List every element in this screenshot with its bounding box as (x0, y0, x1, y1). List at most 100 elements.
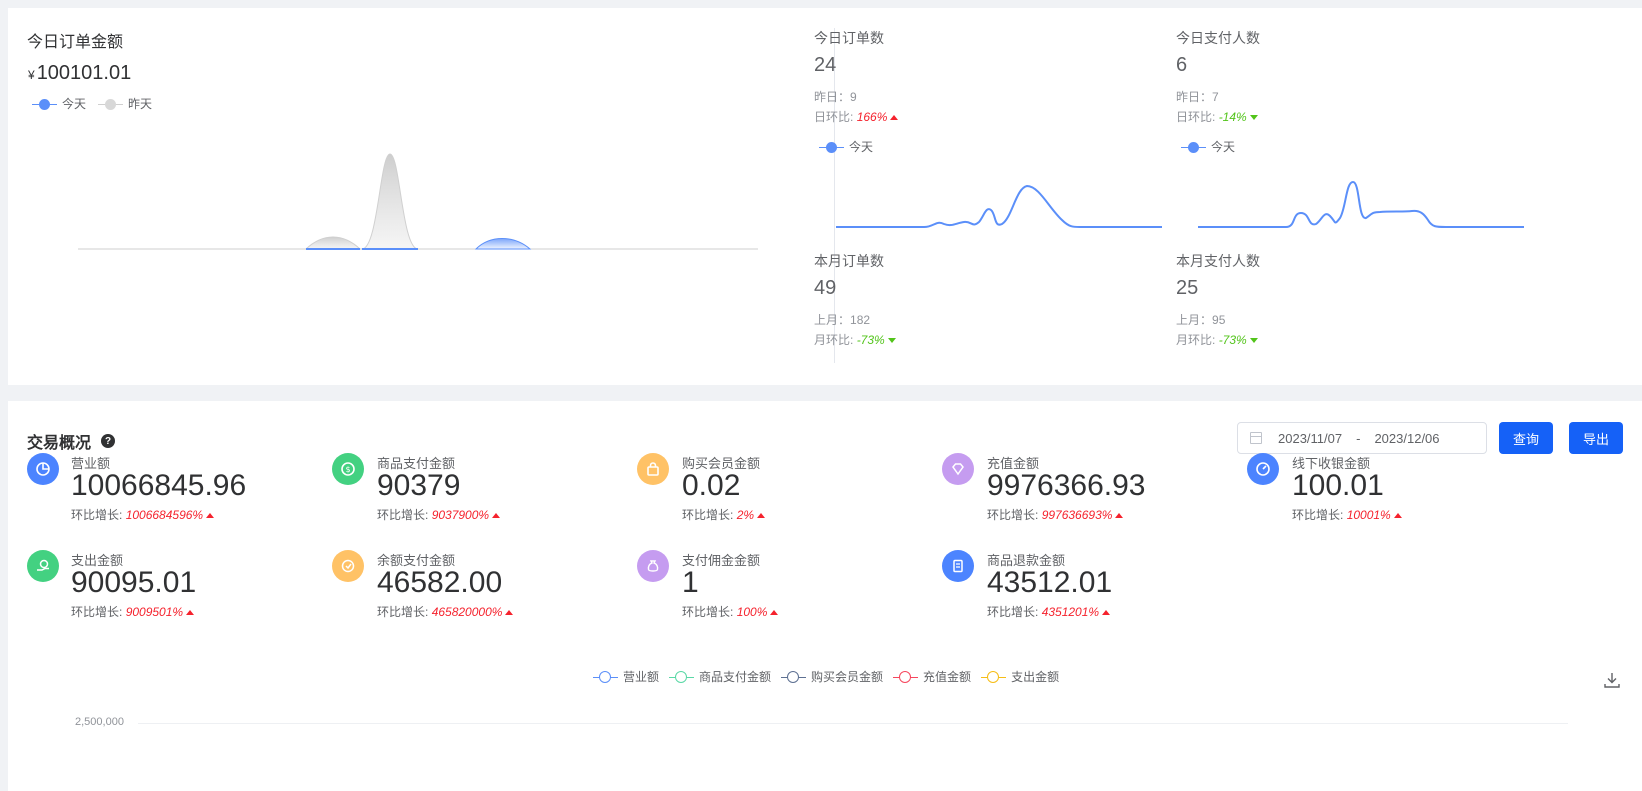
trend-up-icon (757, 513, 766, 518)
money-bag-icon (637, 550, 669, 582)
metric-growth: 环比增长: 1006684596% (71, 506, 215, 523)
stat-today-payers-prev: 昨日：7 (1176, 90, 1219, 104)
transaction-overview-title: 交易概况 ? (27, 429, 116, 453)
help-icon[interactable]: ? (101, 434, 116, 448)
stat-today-payers-legend: 今天 (1181, 138, 1235, 155)
overview-chart-legend: 营业额 商品支付金额 购买会员金额 充值金额 支出金额 (593, 668, 1069, 685)
vertical-divider (834, 28, 835, 363)
trend-up-icon (1115, 513, 1124, 518)
stat-today-payers-title: 今日支付人数 (1176, 30, 1260, 46)
metric-value: 100.01 (1292, 469, 1384, 502)
trend-up-icon (770, 610, 779, 615)
pie-chart-icon (27, 453, 59, 485)
calendar-icon (1250, 432, 1262, 444)
stat-month-orders-prev: 上月：182 (814, 313, 871, 327)
metric-label: 支出金额 (71, 553, 124, 568)
metric-label: 充值金额 (987, 456, 1040, 471)
amount-value: 100101.01 (36, 62, 132, 84)
metric-label: 营业额 (71, 456, 111, 471)
metric-growth: 环比增长: 2% (682, 506, 766, 523)
metric-growth: 环比增长: 100% (682, 603, 779, 620)
trend-up-icon (492, 513, 501, 518)
svg-text:$: $ (345, 465, 350, 474)
metric-label: 商品退款金额 (987, 553, 1066, 568)
trend-up-icon (890, 115, 899, 120)
metric-growth: 环比增长: 9037900% (377, 506, 501, 523)
trend-up-icon (186, 610, 195, 615)
metric-growth: 环比增长: 4351201% (987, 603, 1111, 620)
download-icon[interactable] (1603, 671, 1621, 689)
stat-today-payers-ratio: 日环比: -14% (1176, 108, 1258, 125)
wallet-icon (332, 550, 364, 582)
stat-today-payers-value: 6 (1176, 54, 1188, 76)
metric-value: 90095.01 (71, 566, 197, 599)
transaction-overview-card: 交易概况 ? 2023/11/07 - 2023/12/06 查询 导出 营业额… (8, 401, 1642, 791)
legend-today-marker[interactable] (819, 141, 844, 153)
stat-month-payers-ratio: 月环比: -73% (1176, 331, 1258, 348)
metric-growth: 环比增长: 997636693% (987, 506, 1124, 523)
today-peak (474, 238, 532, 250)
legend-revenue[interactable]: 营业额 (593, 668, 659, 685)
trend-down-icon (887, 338, 896, 343)
bag-icon (637, 453, 669, 485)
y-axis-label: 2,500,000 (75, 716, 124, 728)
gridline (138, 723, 1568, 724)
legend-yesterday-marker[interactable] (98, 98, 124, 110)
stat-month-payers-prev: 上月：95 (1176, 313, 1226, 327)
legend-today-label[interactable]: 今天 (1211, 140, 1236, 154)
amount-chart-legend: 今天 昨天 (32, 95, 152, 112)
realtime-overview-card: 今日订单金额 ¥100101.01 今天 昨天 今日订单数 24 昨日：9 日 (8, 8, 1642, 385)
stat-month-payers-title: 本月支付人数 (1176, 253, 1260, 269)
trend-down-icon (1249, 115, 1258, 120)
legend-today-marker[interactable] (1181, 141, 1206, 153)
gauge-icon (1247, 453, 1279, 485)
metric-value: 90379 (377, 469, 461, 502)
diamond-icon (942, 453, 974, 485)
metric-value: 43512.01 (987, 566, 1113, 599)
receipt-icon (942, 550, 974, 582)
trend-up-icon (505, 610, 514, 615)
metric-value: 1 (682, 566, 699, 599)
today-orders-sparkline (836, 184, 1162, 229)
metric-label: 余额支付金额 (377, 553, 456, 568)
legend-today-marker[interactable] (32, 98, 57, 110)
coin-icon: $ (332, 453, 364, 485)
stat-today-orders-legend: 今天 (819, 138, 873, 155)
legend-yesterday-label[interactable]: 昨天 (128, 97, 153, 111)
metric-value: 10066845.96 (71, 469, 247, 502)
legend-expense[interactable]: 支出金额 (981, 668, 1059, 685)
today-order-amount: ¥100101.01 (28, 62, 131, 85)
legend-today-label[interactable]: 今天 (849, 140, 874, 154)
stat-month-orders-title: 本月订单数 (814, 253, 884, 269)
trend-up-icon (1102, 610, 1111, 615)
query-button[interactable]: 查询 (1499, 422, 1553, 454)
today-payers-sparkline (1198, 180, 1524, 228)
metric-value: 46582.00 (377, 566, 503, 599)
trend-up-icon (1393, 513, 1402, 518)
stat-today-orders-ratio: 日环比: 166% (814, 108, 899, 125)
date-start[interactable]: 2023/11/07 (1278, 430, 1343, 446)
stat-month-payers-value: 25 (1176, 277, 1199, 299)
metric-growth: 环比增长: 9009501% (71, 603, 195, 620)
hand-coin-icon (27, 550, 59, 582)
legend-today-label[interactable]: 今天 (62, 97, 87, 111)
stat-today-orders-value: 24 (814, 54, 837, 76)
today-order-amount-title: 今日订单金额 (27, 34, 124, 51)
stat-today-orders-prev: 昨日：9 (814, 90, 857, 104)
trend-down-icon (1249, 338, 1258, 343)
trend-up-icon (206, 513, 215, 518)
stat-today-orders-title: 今日订单数 (814, 30, 884, 46)
yesterday-peak-2 (361, 153, 419, 250)
legend-membership[interactable]: 购买会员金额 (781, 668, 883, 685)
amount-area-chart (78, 153, 758, 250)
stat-month-orders-value: 49 (814, 277, 837, 299)
metric-value: 9976366.93 (987, 469, 1146, 502)
date-end[interactable]: 2023/12/06 (1374, 430, 1440, 446)
legend-goods-payment[interactable]: 商品支付金额 (669, 668, 771, 685)
date-range-picker[interactable]: 2023/11/07 - 2023/12/06 (1237, 422, 1487, 454)
export-button[interactable]: 导出 (1569, 422, 1623, 454)
metric-value: 0.02 (682, 469, 741, 502)
metric-growth: 环比增长: 465820000% (377, 603, 514, 620)
legend-recharge[interactable]: 充值金额 (893, 668, 971, 685)
yesterday-peak-1 (304, 236, 362, 250)
